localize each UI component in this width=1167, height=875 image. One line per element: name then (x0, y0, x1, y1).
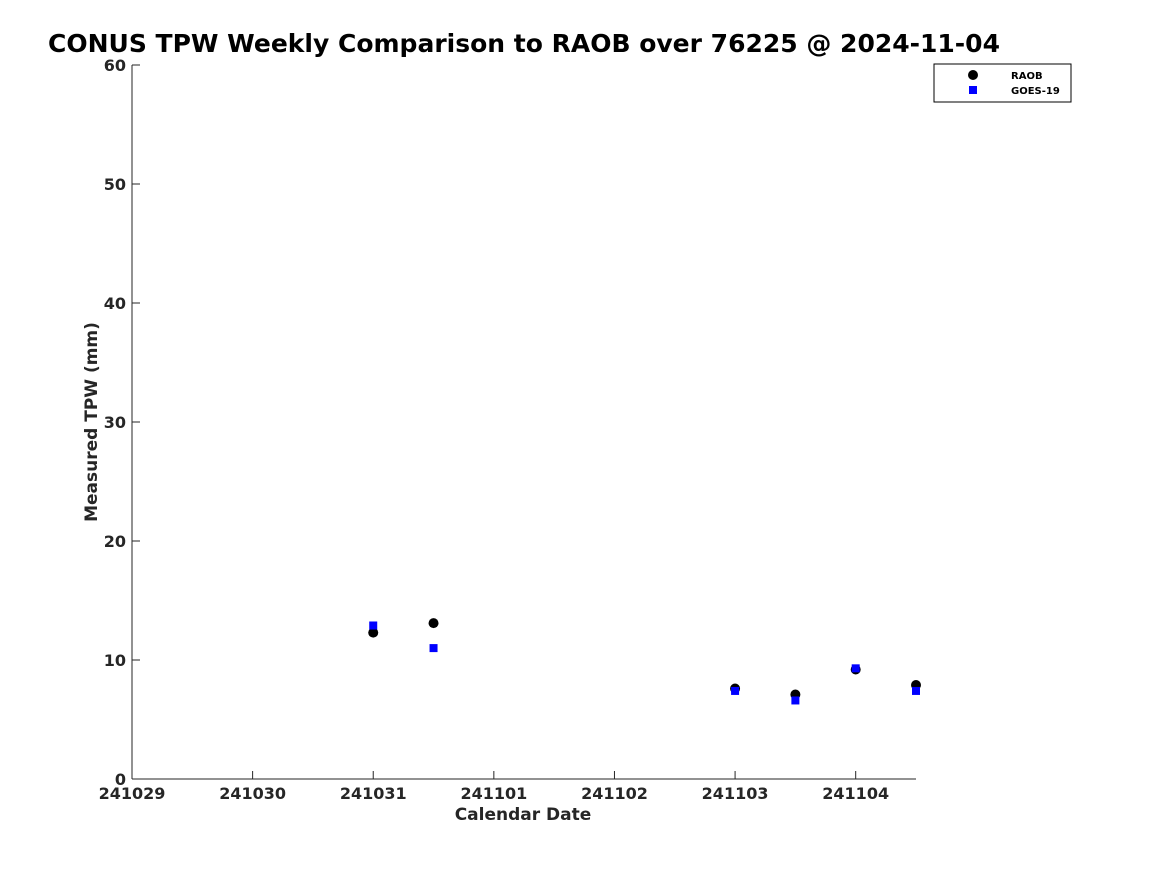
goes-19-point (791, 696, 800, 705)
x-tick-label: 241104 (822, 784, 889, 803)
y-axis-label: Measured TPW (mm) (82, 322, 102, 522)
y-tick-label: 20 (104, 532, 126, 551)
y-tick-label: 40 (104, 294, 126, 313)
raob-point (368, 627, 379, 638)
goes-19-point (429, 644, 438, 653)
y-tick-label: 10 (104, 651, 126, 670)
legend-label: RAOB (1011, 71, 1043, 82)
legend-label: GOES-19 (1011, 86, 1060, 97)
x-tick-label: 241029 (99, 784, 166, 803)
goes-19-point (369, 621, 378, 630)
x-tick-label: 241030 (219, 784, 286, 803)
series-raob (368, 618, 921, 700)
y-tick-label: 50 (104, 175, 126, 194)
data-marks (368, 618, 921, 705)
goes-19-point (851, 664, 860, 673)
x-axis-label: Calendar Date (455, 805, 592, 825)
y-tick-label: 30 (104, 413, 126, 432)
x-tick-label: 241101 (460, 784, 527, 803)
raob-point (428, 618, 439, 629)
x-tick-label: 241102 (581, 784, 648, 803)
y-tick-label: 0 (115, 770, 126, 789)
y-tick-label: 60 (104, 56, 126, 75)
chart-title: CONUS TPW Weekly Comparison to RAOB over… (48, 29, 1000, 58)
x-tick-label: 241103 (702, 784, 769, 803)
series-goes-19 (369, 621, 920, 705)
x-tick-label: 241031 (340, 784, 407, 803)
legend-marker-goes-19 (969, 86, 977, 94)
legend-box (933, 63, 1072, 103)
goes-19-point (912, 686, 920, 695)
goes-19-point (731, 686, 740, 695)
legend: RAOB GOES-19 (933, 63, 1072, 103)
legend-marker-raob (968, 70, 978, 80)
axes: 0 10 20 30 40 50 60 241029 241030 241031 241101 241… (99, 56, 916, 803)
